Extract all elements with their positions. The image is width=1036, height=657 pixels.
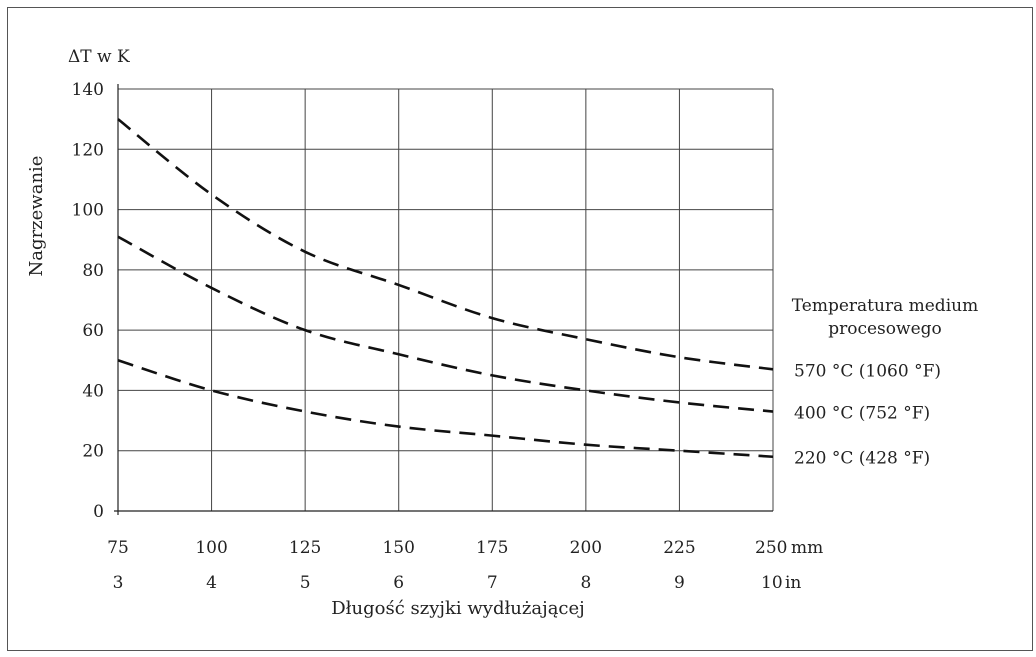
x-unit-in: in: [785, 573, 801, 593]
x-tick-label-in: 6: [393, 573, 404, 593]
y-tick-label: 0: [93, 502, 104, 522]
legend-series-label-0: 570 °C (1060 °F): [794, 361, 941, 381]
x-tick-label-mm: 250: [755, 538, 787, 558]
series-lines: [117, 118, 774, 459]
legend-title-line-1: Temperatura medium: [792, 296, 978, 316]
legend-series-label-2: 220 °C (428 °F): [794, 449, 930, 469]
x-tick-label-in: 5: [300, 573, 311, 593]
y-tick-label: 140: [72, 80, 104, 100]
x-tick-label-mm: 150: [382, 538, 414, 558]
x-tick-label-in: 10: [761, 573, 783, 593]
y-tick-label: 80: [82, 261, 104, 281]
axes: [114, 84, 773, 515]
y-tick-label: 40: [82, 381, 104, 401]
x-tick-label-mm: 75: [107, 538, 129, 558]
legend-series-label-1: 400 °C (752 °F): [794, 404, 930, 424]
x-axis-label: Długość szyjki wydłużającej: [331, 598, 585, 619]
x-tick-label-in: 8: [580, 573, 591, 593]
x-tick-label-mm: 225: [663, 538, 695, 558]
x-tick-label-mm: 100: [195, 538, 227, 558]
x-tick-label-mm: 125: [289, 538, 321, 558]
x-tick-label-in: 9: [674, 573, 685, 593]
y-axis-label: Nagrzewanie: [26, 156, 47, 277]
x-tick-label-in: 3: [113, 573, 124, 593]
y-tick-label: 20: [82, 442, 104, 462]
x-unit-mm: mm: [791, 538, 823, 558]
x-tick-label-in: 7: [487, 573, 498, 593]
legend-title-line-2: procesowego: [828, 319, 942, 339]
series-line-2: [117, 359, 774, 459]
x-tick-label-in: 4: [206, 573, 217, 593]
y-tick-label: 100: [72, 201, 104, 221]
y-tick-label: 60: [82, 321, 104, 341]
series-line-0: [117, 118, 774, 371]
series-line-1: [117, 235, 774, 413]
y-axis-unit: ΔT w K: [68, 47, 130, 67]
chart-frame: 0 20 40 60 80 100 120 140 75 100 125 150 175 200 225 25…: [7, 7, 1033, 651]
grid: [118, 88, 774, 511]
y-tick-label: 120: [72, 140, 104, 160]
legend-series-labels: 570 °C (1060 °F) 400 °C (752 °F) 220 °C (4…: [794, 361, 941, 468]
x-tick-label-mm: 175: [476, 538, 508, 558]
x-tick-label-mm: 200: [570, 538, 602, 558]
